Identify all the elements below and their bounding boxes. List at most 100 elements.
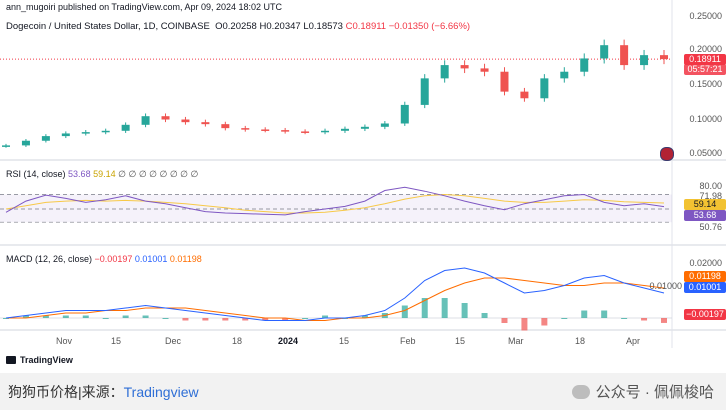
rsi-label[interactable]: RSI (14, close) (6, 169, 66, 179)
price-candle (500, 71, 509, 92)
rsi-badge: 53.68 (684, 210, 726, 221)
macd-hist-bar (122, 315, 129, 318)
price-candle (221, 124, 230, 129)
price-candle (660, 55, 668, 60)
macd-hist-bar (42, 315, 49, 318)
chart-canvas[interactable] (0, 0, 726, 373)
macd-hist-bar (162, 318, 169, 319)
high-value: H0.20347 (259, 21, 301, 32)
macd-value: 0.01001 (134, 254, 168, 264)
rsi-ma-line (5, 193, 665, 214)
macd-hist-bar (302, 318, 309, 319)
price-tick-0: 0.25000 (689, 11, 722, 21)
macd-hist-bar (461, 303, 468, 318)
price-candle (2, 145, 10, 147)
footer-caption: 狗狗币价格|来源：Tradingview (8, 382, 199, 402)
price-candle (241, 128, 250, 130)
price-candle (121, 124, 130, 131)
rsi-ma-badge: 59.14 (684, 199, 726, 210)
wechat-icon (571, 384, 590, 399)
price-candle (400, 104, 409, 124)
macd-line (5, 267, 665, 321)
macd-hist-bar (421, 298, 428, 318)
x-tick-4: 2024 (278, 336, 299, 346)
x-tick-10: Apr (626, 336, 641, 346)
usd-flag-icon (660, 147, 674, 161)
x-tick-9: 18 (575, 336, 586, 346)
price-candle (41, 136, 50, 141)
price-candle (101, 130, 110, 133)
macd-hist-bar (521, 318, 528, 331)
rsi-line (5, 186, 665, 216)
macd-hist-bar (142, 315, 149, 318)
rsi-tick-1: 71.98 (699, 191, 722, 201)
macd-hist-bar (541, 318, 548, 326)
macd-hist-bar (262, 318, 269, 321)
price-badge: 0.18911 (684, 54, 726, 65)
macd-hist-bar (401, 305, 408, 318)
macd-hist-bar (62, 315, 69, 318)
close-value: C0.18911 (345, 21, 387, 32)
rsi-value: 53.68 (68, 169, 91, 179)
low-value: L0.18573 (303, 21, 343, 32)
watermark-text: TradingView (20, 355, 73, 365)
price-candle (600, 45, 609, 59)
macd-signal-value: 0.01198 (169, 254, 202, 264)
price-candle (201, 122, 210, 125)
macd-hist-bar (182, 318, 189, 321)
macd-hist-bar (481, 313, 488, 318)
price-candle (281, 130, 290, 132)
price-candle (420, 78, 429, 105)
price-candle (340, 128, 349, 131)
footer-caption-bar: 狗狗币价格|来源：Tradingview 公众号 · 佩佩梭哈 (0, 373, 726, 410)
macd-hist-bar (601, 310, 608, 318)
price-candle (540, 78, 549, 99)
footer-caption-b[interactable]: Tradingview (123, 384, 199, 400)
macd-hist-value: −0.00197 (94, 254, 133, 264)
price-tick-3: 0.10000 (689, 114, 722, 124)
macd-hist-bar (441, 298, 448, 318)
macd-signal-badge: 0.01198 (684, 271, 726, 282)
macd-label[interactable]: MACD (12, 26, close) (6, 254, 93, 264)
macd-hist-bar (501, 318, 508, 323)
macd-hist-bar (102, 318, 109, 319)
tradingview-logo-icon (6, 356, 16, 364)
macd-hist-bar (581, 310, 588, 318)
macd-signal-line (6, 277, 665, 321)
price-candle (261, 129, 270, 131)
x-tick-8: Mar (508, 336, 524, 346)
rsi-label-row: RSI (14, close) 53.68 59.14 ∅ ∅ ∅ ∅ ∅ ∅ … (6, 169, 198, 180)
macd-hist-bar (82, 315, 89, 318)
price-candle (360, 126, 369, 129)
rsi-tick-0: 80.00 (699, 181, 722, 191)
macd-hist-bar (322, 315, 329, 318)
footer-account: 公众号 · 佩佩梭哈 (571, 381, 714, 402)
price-candle (620, 45, 629, 66)
symbol-name[interactable]: Dogecoin / United States Dollar, 1D, COI… (6, 21, 210, 32)
rsi-ma-value: 59.14 (93, 169, 116, 179)
macd-label-row: MACD (12, 26, close) −0.00197 0.01001 0.… (6, 254, 202, 264)
price-tick-4: 0.05000 (689, 148, 722, 158)
price-candle (440, 65, 449, 79)
price-candle (301, 131, 310, 133)
macd-hist-bar (242, 318, 249, 321)
price-tick-2: 0.15000 (689, 79, 722, 89)
price-candle (61, 133, 70, 137)
price-candle (560, 71, 569, 79)
price-candle (21, 140, 30, 146)
macd-hist-bar (621, 318, 628, 319)
price-candle (321, 130, 330, 133)
price-candle (460, 65, 469, 69)
price-candle (141, 116, 150, 125)
x-tick-5: 15 (339, 336, 350, 346)
symbol-info: Dogecoin / United States Dollar, 1D, COI… (6, 21, 470, 32)
macd-hist-bar (641, 318, 648, 321)
macd-hist-bar (361, 315, 368, 318)
macd-badge: 0.01001 (684, 282, 726, 293)
price-candle (480, 68, 489, 72)
x-tick-2: Dec (165, 336, 182, 346)
change-value: −0.01350 (−6.66%) (388, 21, 471, 32)
x-tick-6: Feb (400, 336, 416, 346)
macd-hist-bar (282, 318, 289, 321)
x-tick-7: 15 (455, 336, 466, 346)
